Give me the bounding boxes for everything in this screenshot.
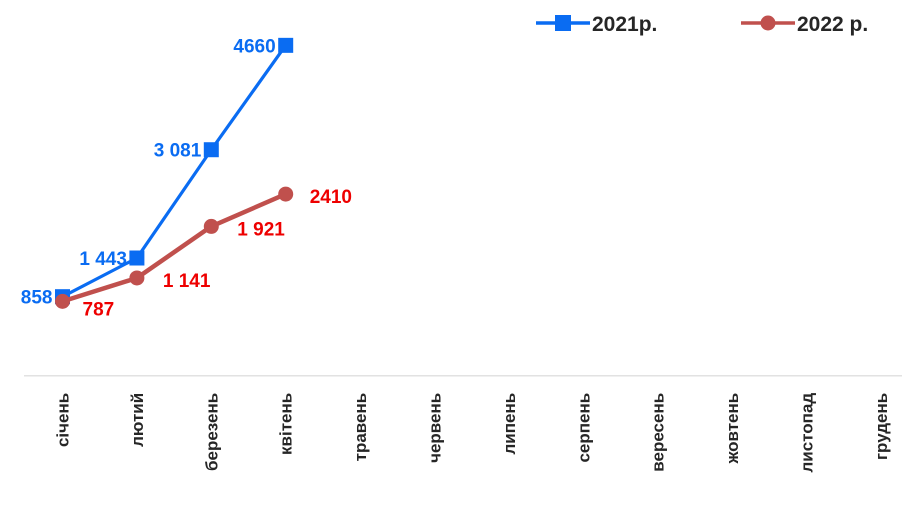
x-axis-ticks: січень лютий березень квітень травень червень… [54, 393, 891, 473]
data-point-square [129, 250, 145, 266]
data-point-circle [203, 218, 219, 234]
x-tick-label: січень [54, 393, 73, 447]
data-label: 1 141 [163, 271, 211, 292]
x-tick-label: травень [351, 393, 370, 462]
data-label: 3 081 [154, 141, 202, 162]
data-label: 4660 [233, 36, 275, 57]
series-line [61, 192, 287, 304]
legend-label: 2021р. [592, 13, 657, 36]
data-label: 2410 [310, 187, 352, 208]
data-label: 787 [83, 299, 115, 320]
x-tick-label: липень [500, 393, 519, 455]
data-point-circle [55, 293, 70, 309]
legend: 2021р. 2022 р. [536, 13, 868, 36]
legend-label: 2022 р. [797, 13, 868, 36]
x-tick-label: листопад [798, 393, 817, 473]
x-tick-label: червень [426, 393, 445, 463]
legend-marker-square [555, 15, 571, 31]
data-label: 858 [21, 288, 53, 309]
data-labels: 858 1 443 3 081 4660 787 1 141 1 921 2410 [21, 36, 352, 320]
series-2 [55, 186, 294, 309]
x-tick-label: лютий [128, 393, 147, 447]
series-layer [55, 37, 294, 309]
data-label: 1 921 [237, 219, 285, 240]
x-tick-label: березень [202, 393, 221, 471]
data-point-circle [278, 186, 294, 202]
legend-marker-circle [760, 15, 776, 31]
legend-item: 2022 р. [741, 13, 868, 36]
x-tick-label: серпень [574, 393, 593, 463]
x-tick-label: квітень [277, 393, 296, 455]
data-point-square [203, 142, 219, 158]
legend-item: 2021р. [536, 13, 657, 36]
x-tick-label: жовтень [723, 393, 742, 465]
data-point-square [278, 37, 294, 53]
x-tick-label: вересень [649, 393, 668, 472]
series-line [61, 44, 288, 299]
data-label: 1 443 [79, 249, 127, 270]
data-point-circle [129, 270, 145, 286]
x-tick-label: грудень [872, 393, 891, 460]
